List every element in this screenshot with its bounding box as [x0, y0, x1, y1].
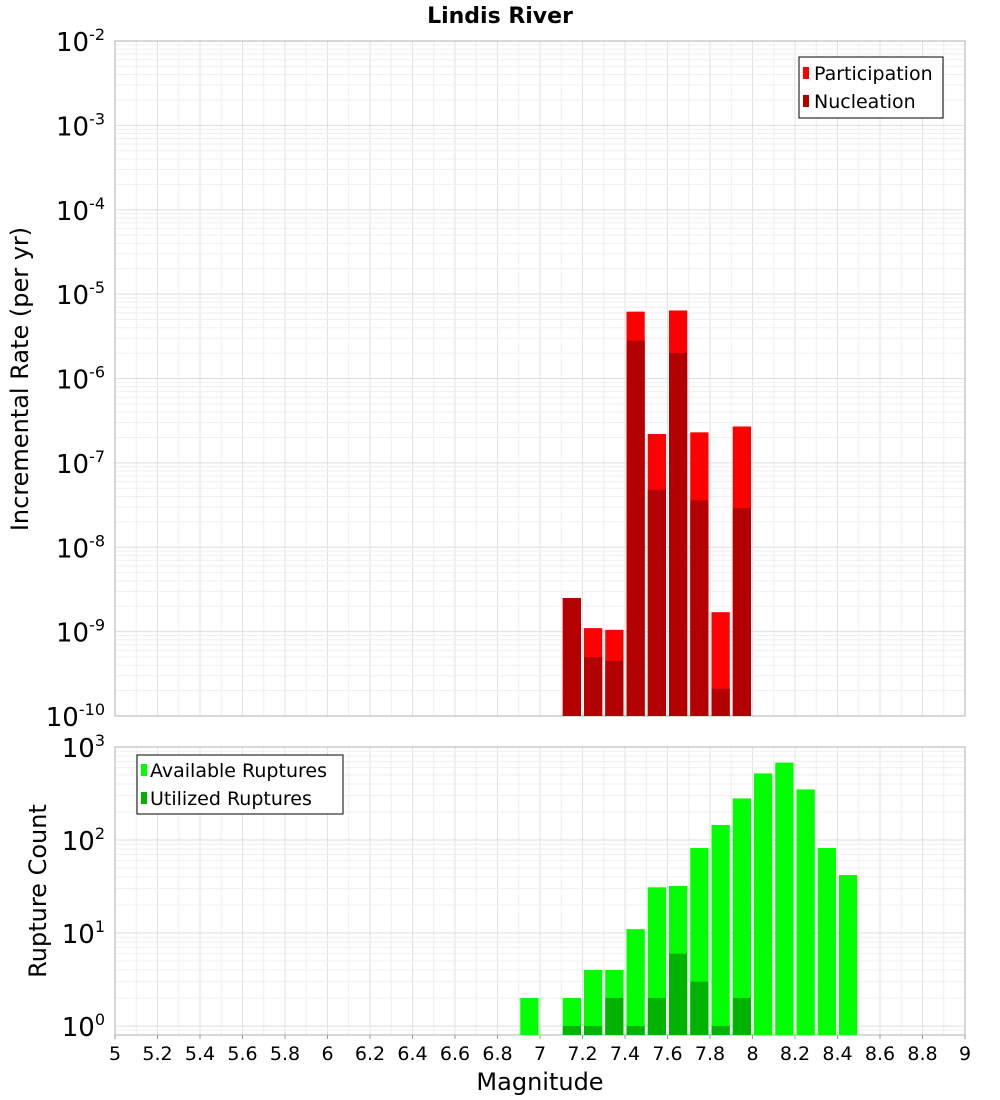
available-ruptures-bar: [562, 997, 581, 1035]
bottom-legend-box: [136, 754, 344, 815]
y-tick-label: 10-6: [56, 363, 105, 396]
nucleation-bar: [626, 340, 645, 716]
nucleation-bar: [584, 657, 603, 716]
utilized-ruptures-legend-swatch: [141, 792, 147, 804]
nucleation-legend-swatch: [803, 95, 809, 107]
available-ruptures-bar: [775, 762, 794, 1035]
y-tick-label: 10-4: [56, 194, 105, 227]
x-tick-label: 6: [321, 1043, 333, 1065]
x-tick-label: 8: [746, 1043, 758, 1065]
utilized-ruptures-bar: [690, 981, 709, 1035]
available-ruptures-bar: [626, 929, 645, 1035]
x-tick-label: 5.2: [142, 1043, 172, 1065]
top-y-axis-ticks: 10-10 10-9 10-8 10-7 10-6 10-5 10-4 10-3 10-2: [46, 25, 105, 733]
bottom-y-axis-label: Rupture Count: [24, 804, 52, 978]
x-tick-label: 5.4: [185, 1043, 215, 1065]
x-axis-label: Magnitude: [476, 1068, 603, 1096]
top-plot-area: [114, 40, 966, 717]
y-tick-label: 10-7: [56, 447, 105, 480]
y-tick-label: 100: [62, 1010, 105, 1043]
x-tick-label: 6.2: [355, 1043, 385, 1065]
x-tick-label: 7: [534, 1043, 546, 1065]
available-ruptures-legend-label: Available Ruptures: [150, 760, 327, 782]
y-tick-label: 102: [62, 824, 105, 857]
x-tick-label: 5.6: [227, 1043, 257, 1065]
x-tick-label: 5: [109, 1043, 121, 1065]
x-tick-label: 8.6: [865, 1043, 895, 1065]
bottom-y-axis-ticks: 100 101 102 103: [62, 731, 105, 1043]
y-tick-label: 101: [62, 917, 105, 950]
y-tick-label: 10-2: [56, 25, 105, 58]
x-tick-label: 6.4: [397, 1043, 427, 1065]
nucleation-legend-label: Nucleation: [814, 91, 916, 113]
nucleation-bar: [711, 688, 730, 716]
utilized-ruptures-legend-label: Utilized Ruptures: [150, 788, 312, 810]
x-tick-label: 8.8: [907, 1043, 937, 1065]
nucleation-bar: [732, 508, 751, 716]
nucleation-bar: [562, 598, 581, 716]
x-tick-label: 6.8: [482, 1043, 512, 1065]
nucleation-bar: [647, 489, 666, 716]
x-tick-label: 5.8: [270, 1043, 300, 1065]
available-ruptures-bar: [754, 773, 773, 1035]
utilized-ruptures-bar: [711, 1025, 730, 1035]
utilized-ruptures-bar: [732, 997, 751, 1035]
available-ruptures-bar: [584, 969, 603, 1035]
nucleation-bar: [690, 500, 709, 716]
utilized-ruptures-bar: [669, 953, 688, 1035]
available-ruptures-bar: [839, 875, 858, 1035]
bottom-plot-bars: [520, 762, 858, 1035]
top-plot-grid: [114, 41, 966, 717]
x-tick-label: 8.2: [780, 1043, 810, 1065]
utilized-ruptures-bar: [647, 997, 666, 1035]
available-ruptures-legend-swatch: [141, 764, 147, 776]
x-tick-label: 7.8: [695, 1043, 725, 1065]
y-tick-label: 10-5: [56, 278, 105, 311]
participation-legend-swatch: [803, 67, 809, 79]
x-tick-label: 7.2: [567, 1043, 597, 1065]
utilized-ruptures-bar: [626, 1025, 645, 1035]
y-tick-label: 103: [62, 731, 105, 764]
available-ruptures-bar: [796, 789, 815, 1035]
utilized-ruptures-bar: [605, 997, 624, 1035]
available-ruptures-bar: [732, 798, 751, 1035]
y-tick-label: 10-3: [56, 109, 105, 142]
nucleation-bar: [669, 353, 688, 716]
x-tick-label: 7.4: [610, 1043, 640, 1065]
top-plot-bars: [562, 310, 751, 716]
x-tick-label: 7.6: [652, 1043, 682, 1065]
y-tick-label: 10-8: [56, 531, 105, 564]
utilized-ruptures-bar: [584, 1025, 603, 1035]
nucleation-bar: [605, 660, 624, 716]
participation-legend-label: Participation: [814, 63, 933, 85]
bottom-legend: Available Ruptures Utilized Ruptures: [136, 754, 344, 815]
top-y-axis-label: Incremental Rate (per yr): [6, 227, 34, 531]
y-tick-label: 10-10: [46, 700, 105, 733]
available-ruptures-bar: [711, 824, 730, 1035]
available-ruptures-bar: [520, 997, 539, 1035]
x-tick-label: 9: [959, 1043, 971, 1065]
y-tick-label: 10-9: [56, 616, 105, 649]
top-legend: Participation Nucleation: [798, 56, 944, 119]
x-axis-ticks: 5 5.2 5.4 5.6 5.8 6 6.2 6.4 6.6 6.8 7 7.2 7.4 7.6 7.8 8…: [109, 1035, 971, 1065]
top-legend-box: [798, 56, 944, 119]
available-ruptures-bar: [817, 848, 836, 1035]
x-tick-label: 8.4: [822, 1043, 852, 1065]
chart-title: Lindis River: [427, 4, 573, 29]
x-tick-label: 6.6: [440, 1043, 470, 1065]
utilized-ruptures-bar: [562, 1025, 581, 1035]
